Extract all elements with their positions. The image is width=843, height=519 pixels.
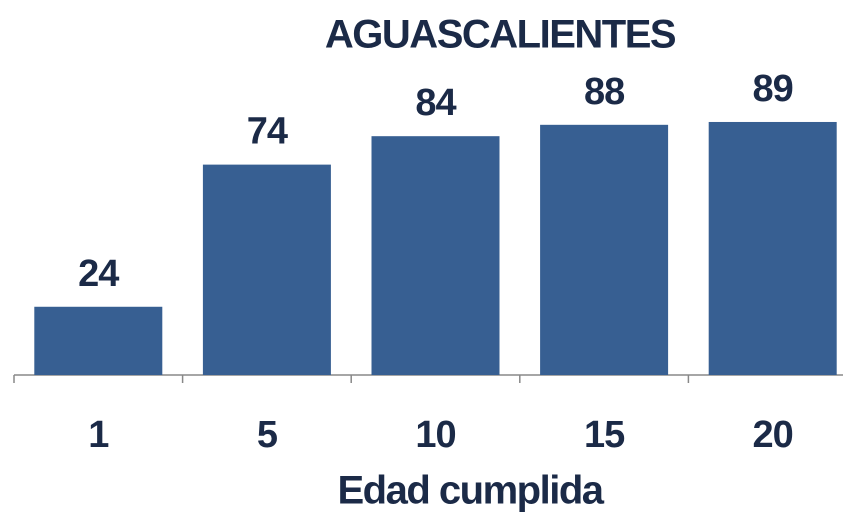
value-label: 84 (415, 82, 456, 124)
bar (202, 164, 331, 375)
bar (708, 121, 837, 376)
bar (540, 124, 669, 375)
x-axis-title: Edad cumplida (338, 469, 605, 513)
bar (371, 136, 500, 375)
x-tick-label: 1 (88, 414, 109, 456)
x-tick-label: 15 (584, 414, 625, 456)
value-label: 88 (584, 71, 624, 113)
chart-title: AGUASCALIENTES (325, 13, 676, 57)
bar (34, 306, 163, 375)
value-label: 74 (247, 111, 288, 153)
x-tick-label: 5 (257, 414, 278, 456)
value-label: 89 (753, 68, 793, 110)
x-tick-label: 10 (415, 414, 455, 456)
x-tick-label: 20 (753, 414, 793, 456)
value-label: 24 (78, 253, 119, 295)
